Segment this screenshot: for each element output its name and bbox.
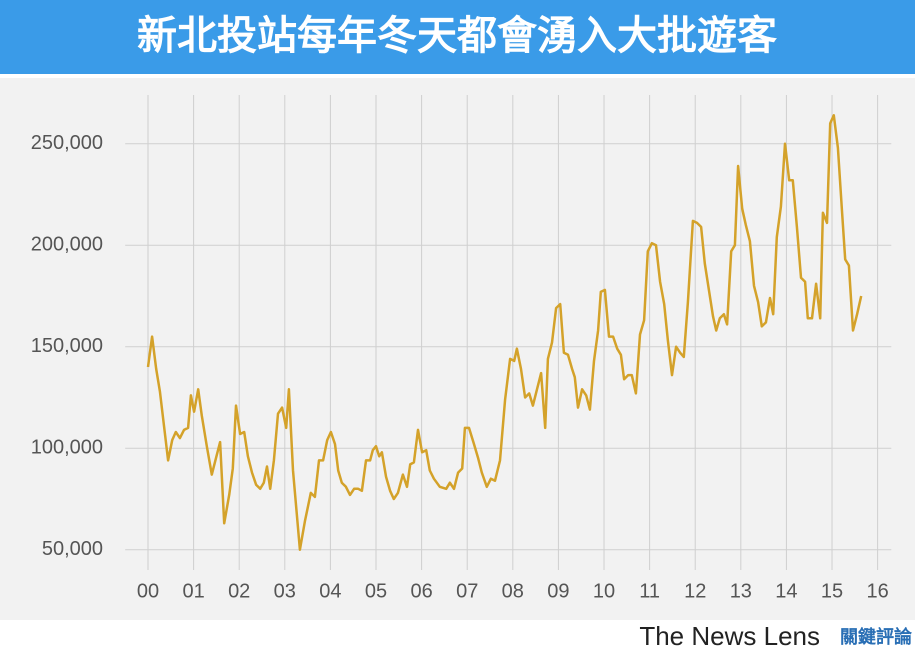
- x-tick-label: 01: [182, 580, 204, 602]
- x-tick-label: 15: [821, 580, 843, 602]
- x-tick-label: 14: [775, 580, 797, 602]
- y-tick-label: 250,000: [31, 132, 103, 154]
- x-tick-label: 12: [684, 580, 706, 602]
- x-tick-label: 13: [730, 580, 752, 602]
- chart-title: 新北投站每年冬天都會湧入大批遊客: [137, 13, 777, 59]
- x-tick-label: 03: [274, 580, 296, 602]
- y-tick-label: 100,000: [31, 436, 103, 458]
- y-tick-label: 50,000: [42, 538, 103, 560]
- x-tick-label: 11: [639, 580, 660, 602]
- data-line: [146, 114, 863, 551]
- y-tick-label: 200,000: [31, 233, 103, 255]
- x-tick-label: 07: [456, 580, 478, 602]
- x-tick-label: 16: [866, 580, 888, 602]
- y-tick-label: 150,000: [31, 335, 103, 357]
- x-tick-label: 10: [593, 580, 615, 602]
- x-tick-label: 08: [502, 580, 524, 602]
- x-tick-label: 02: [228, 580, 250, 602]
- brand: The News Lens: [639, 621, 820, 651]
- x-tick-label: 05: [365, 580, 387, 602]
- brand-zh: 關鍵評論: [840, 626, 913, 648]
- plot-background: [0, 78, 915, 620]
- x-tick-label: 09: [547, 580, 569, 602]
- x-tick-label: 06: [410, 580, 432, 602]
- x-tick-label: 00: [137, 580, 159, 602]
- x-tick-label: 04: [319, 580, 341, 602]
- title-banner: [0, 0, 915, 74]
